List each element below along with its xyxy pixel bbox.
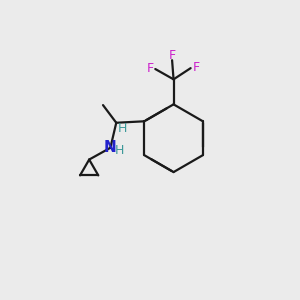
Text: H: H [118, 122, 127, 135]
Text: F: F [192, 61, 200, 74]
Text: N: N [104, 140, 117, 155]
Text: F: F [146, 62, 154, 75]
Text: F: F [169, 49, 176, 62]
Text: H: H [115, 144, 124, 157]
